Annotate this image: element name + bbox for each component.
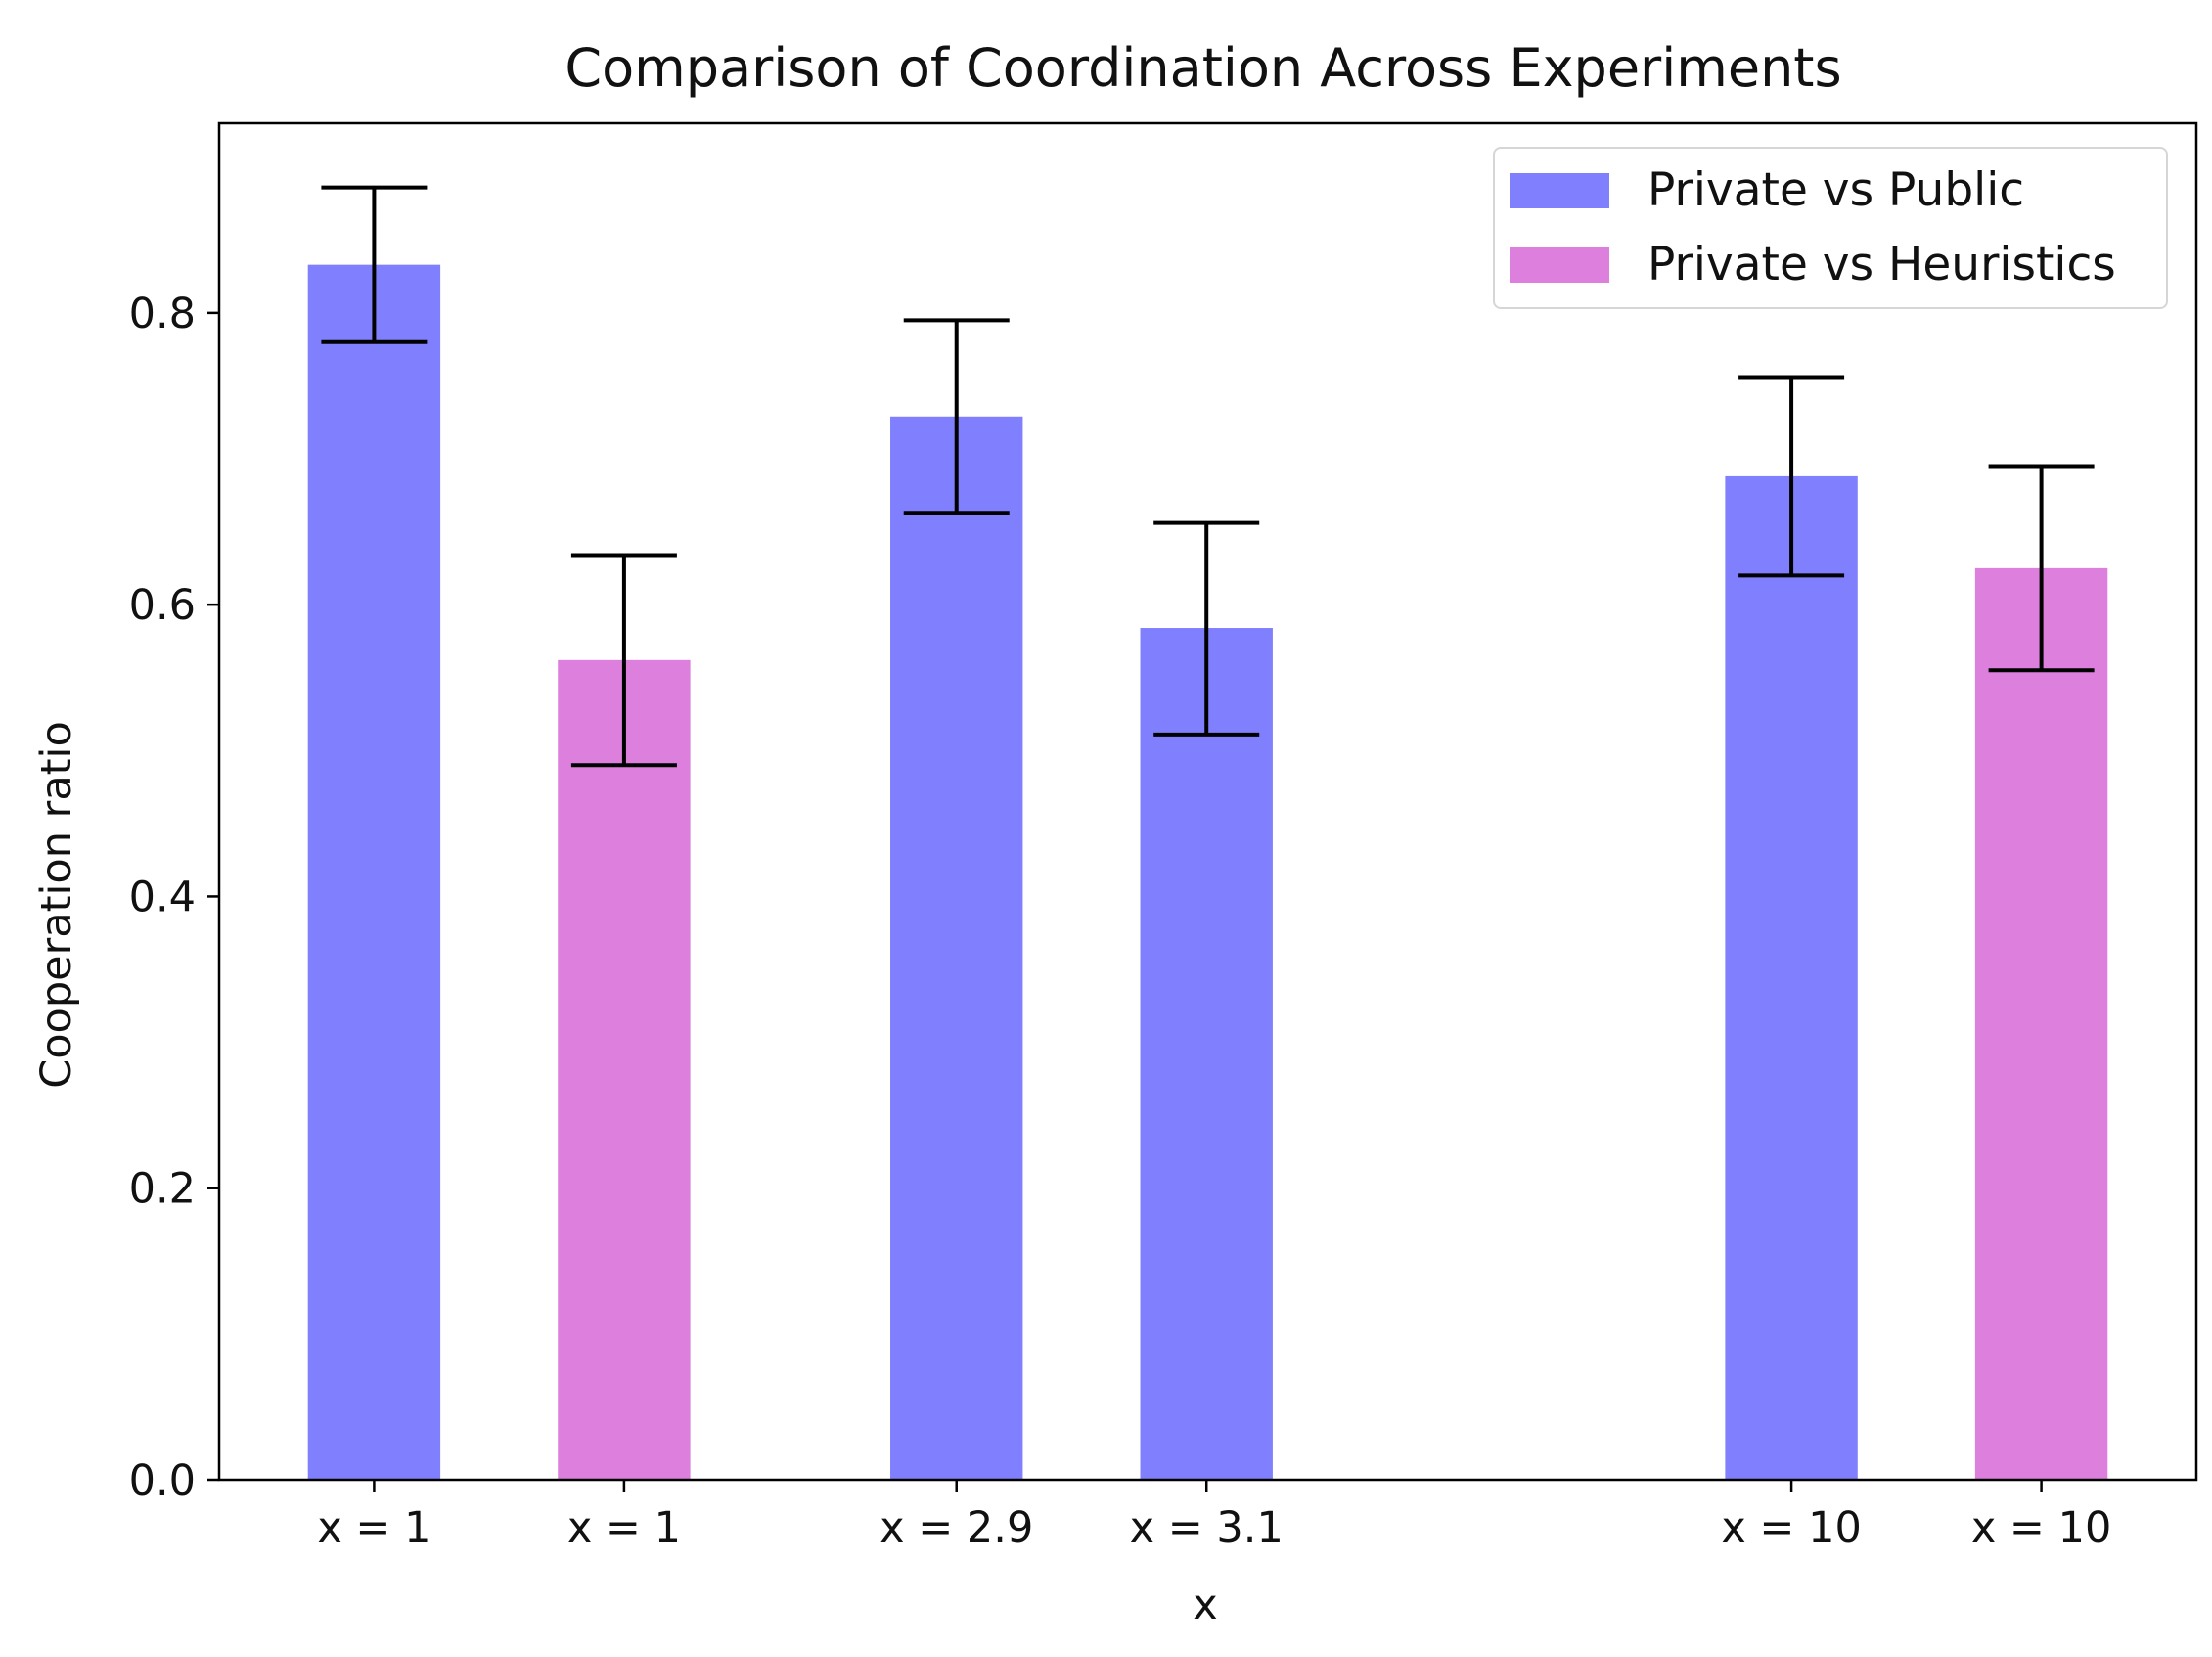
y-tick-label-4: 0.8 <box>129 290 196 338</box>
y-axis-label: Cooperation ratio <box>32 721 81 1089</box>
legend: Private vs Public Private vs Heuristics <box>1493 147 2168 309</box>
bar-3 <box>1140 628 1273 1480</box>
x-tick-label-3: x = 3.1 <box>1130 1503 1284 1552</box>
x-tick-label-5: x = 10 <box>1971 1503 2112 1552</box>
bar-4 <box>1725 475 1858 1481</box>
legend-label-1: Private vs Heuristics <box>1648 238 2116 291</box>
legend-swatch-0 <box>1510 173 1609 208</box>
legend-label-0: Private vs Public <box>1648 163 2024 217</box>
bar-0 <box>307 264 441 1481</box>
y-tick-label-0: 0.0 <box>129 1456 196 1505</box>
x-axis-label: x <box>1193 1581 1217 1630</box>
x-tick-label-4: x = 10 <box>1721 1503 1862 1552</box>
chart-title: Comparison of Coordination Across Experi… <box>564 37 1841 99</box>
x-tick-label-0: x = 1 <box>317 1503 430 1552</box>
legend-swatch-1 <box>1510 247 1609 283</box>
y-tick-label-1: 0.2 <box>129 1165 196 1214</box>
plot-area: x = 1 x = 1 x = 2.9 x = 3.1 x = 10 x = 10 0.0 0… <box>129 121 2198 1552</box>
plot-frame <box>217 121 2198 1482</box>
y-tick-label-3: 0.6 <box>129 581 196 630</box>
bar-2 <box>890 416 1023 1480</box>
legend-box <box>1493 147 2168 309</box>
bar-1 <box>558 659 691 1480</box>
x-tick-label-2: x = 2.9 <box>880 1503 1033 1552</box>
bar-5 <box>1974 567 2108 1480</box>
x-tick-label-1: x = 1 <box>567 1503 681 1552</box>
y-tick-label-2: 0.4 <box>129 873 196 921</box>
